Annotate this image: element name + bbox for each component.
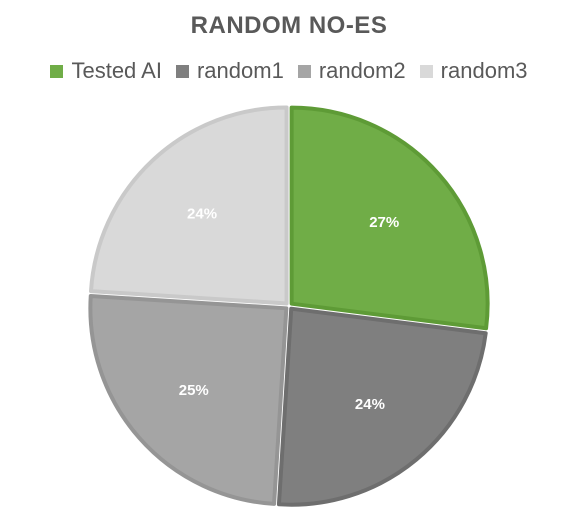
data-label-random1: 24% [355,396,385,413]
data-label-random3: 24% [187,205,217,222]
pie-slice-random2 [90,296,286,504]
data-label-tested-ai: 27% [369,214,399,231]
data-label-random2: 25% [179,382,209,399]
